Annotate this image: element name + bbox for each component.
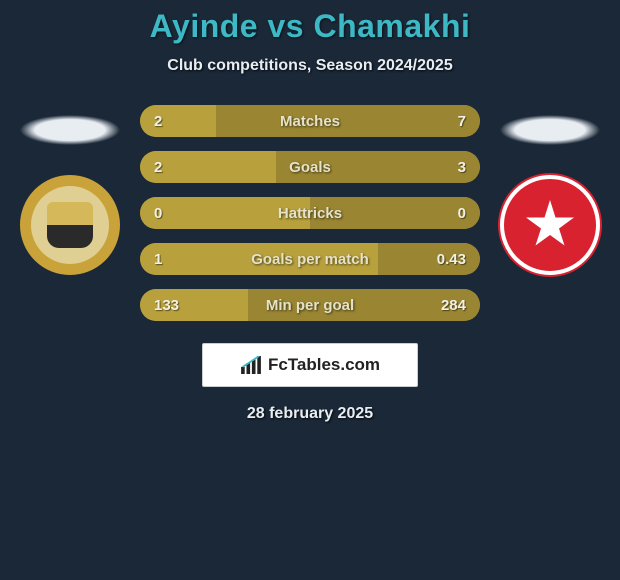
stat-bar: 23Goals: [140, 151, 480, 183]
player-left-column: [10, 105, 130, 275]
club-badge-right-inner: [510, 185, 590, 265]
stat-label: Goals per match: [140, 251, 480, 268]
club-badge-left: [20, 175, 120, 275]
club-shield-icon: [47, 202, 93, 248]
comparison-widget: Ayinde vs Chamakhi Club competitions, Se…: [0, 0, 620, 423]
player-left-silhouette: [20, 115, 120, 145]
player-right-column: [490, 105, 610, 275]
stat-label: Min per goal: [140, 297, 480, 314]
stat-bar: 10.43Goals per match: [140, 243, 480, 275]
club-badge-right: [500, 175, 600, 275]
stat-label: Matches: [140, 113, 480, 130]
branding-box[interactable]: FcTables.com: [202, 343, 418, 387]
stat-label: Goals: [140, 159, 480, 176]
stats-column: 27Matches 23Goals 00Hattricks 10.43Goals pe…: [130, 105, 490, 321]
player-right-silhouette: [500, 115, 600, 145]
main-row: 27Matches 23Goals 00Hattricks 10.43Goals pe…: [0, 105, 620, 321]
star-icon: [525, 200, 575, 250]
stat-bar: 00Hattricks: [140, 197, 480, 229]
stat-bar: 27Matches: [140, 105, 480, 137]
stat-label: Hattricks: [140, 205, 480, 222]
club-badge-left-inner: [31, 186, 109, 264]
footer-date: 28 february 2025: [0, 405, 620, 423]
branding-text: FcTables.com: [268, 355, 380, 375]
stat-bar: 133284Min per goal: [140, 289, 480, 321]
subtitle: Club competitions, Season 2024/2025: [0, 57, 620, 75]
page-title: Ayinde vs Chamakhi: [0, 8, 620, 45]
bar-chart-icon: [240, 356, 262, 374]
